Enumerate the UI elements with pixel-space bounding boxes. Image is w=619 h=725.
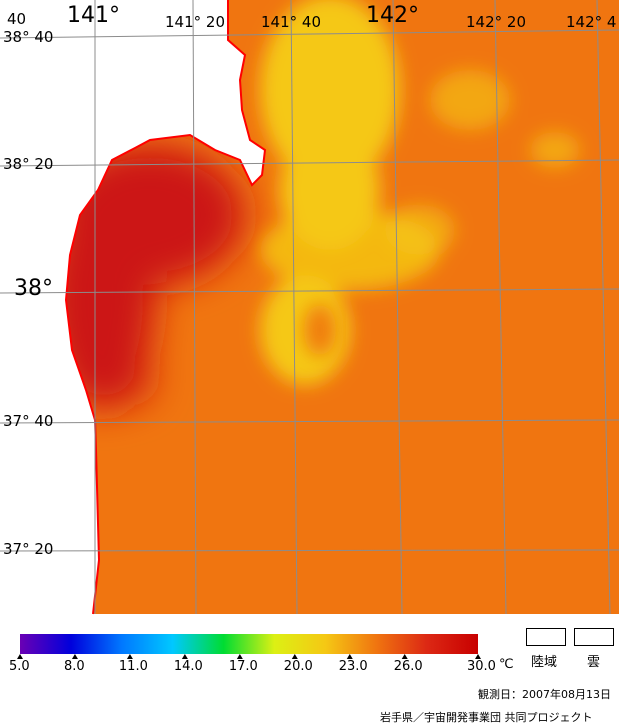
scale-tick-mark (181, 654, 188, 659)
scale-tick-mark (236, 654, 243, 659)
scale-tick-mark (346, 654, 353, 659)
credit-text: 岩手県／宇宙開発事業団 共同プロジェクト (380, 711, 593, 724)
land-label: 陸域 (531, 655, 558, 670)
cloud-swatch (574, 628, 614, 646)
land-swatch (526, 628, 566, 646)
scale-tick-label: 30.0 (467, 659, 496, 674)
coastline (64, 0, 267, 615)
scale-tick-mark (71, 654, 78, 659)
lon-label-141: 141° (67, 3, 120, 28)
graticule (0, 0, 619, 615)
scale-tick-mark (291, 654, 298, 659)
lat-label-37-20: 37° 20 (3, 540, 54, 558)
scale-tick-mark (475, 654, 481, 659)
scale-tick-label: 11.0 (118, 659, 148, 674)
observation-date: 観測日：2007年08月13日 (478, 688, 611, 701)
temperature-unit: ℃ (499, 657, 514, 672)
color-scale-ticks (17, 654, 481, 659)
lon-label-142-20: 142° 20 (466, 13, 526, 31)
lon-label-142-40: 142° 4 (566, 13, 617, 31)
scale-tick-label: 14.0 (173, 659, 203, 674)
corner-label: 40 (7, 10, 27, 28)
scale-tick-label: 26.0 (393, 659, 423, 674)
scale-tick-mark (17, 654, 23, 659)
lat-label-38-20: 38° 20 (3, 155, 54, 173)
cloud-label: 雲 (587, 655, 601, 670)
lon-label-141-20: 141° 20 (165, 13, 225, 31)
scale-tick-label: 20.0 (283, 659, 313, 674)
scale-tick-label: 8.0 (63, 659, 85, 674)
scale-tick-label: 5.0 (9, 659, 30, 674)
scale-tick-mark (401, 654, 408, 659)
lat-label-38: 38° (14, 276, 53, 301)
lon-label-142: 142° (366, 3, 419, 28)
lat-label-38-40: 38° 40 (3, 28, 54, 46)
lat-label-37-40: 37° 40 (3, 412, 54, 430)
scale-tick-label: 23.0 (338, 659, 368, 674)
scale-tick-mark (126, 654, 133, 659)
lon-label-141-40: 141° 40 (261, 13, 321, 31)
color-scale-bar (20, 634, 478, 654)
scale-tick-label: 17.0 (228, 659, 258, 674)
